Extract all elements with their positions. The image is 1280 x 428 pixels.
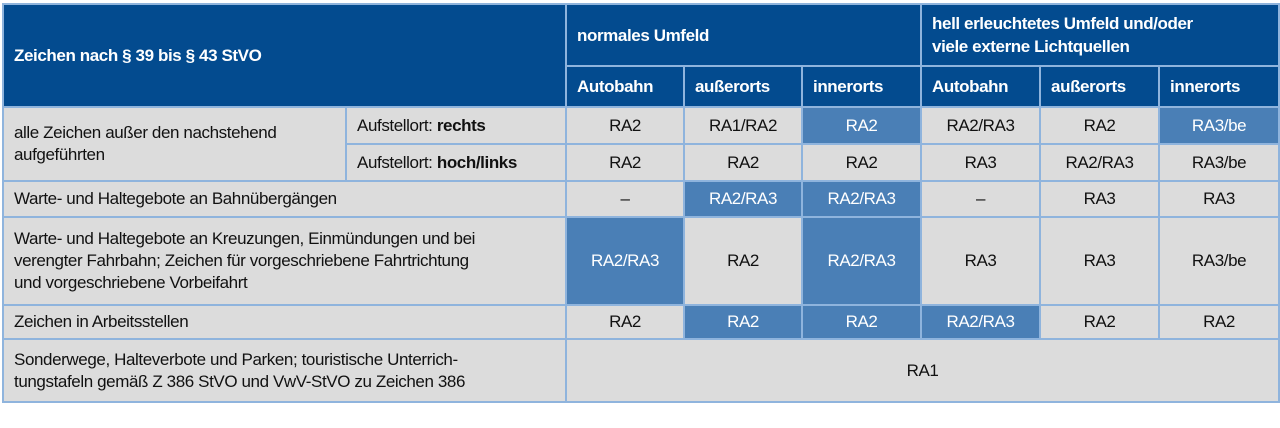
table-cell: RA2 [565, 304, 685, 340]
table-cell: RA2 [800, 304, 923, 340]
table-cell: RA2/RA3 [800, 180, 923, 218]
table-row: alle Zeichen außer den nachstehend aufge… [2, 106, 1280, 182]
table-cell: RA2 [1158, 304, 1280, 340]
table-cell: RA2 [683, 143, 803, 182]
table-cell: – [920, 180, 1042, 218]
row-label: Zeichen in Arbeitsstellen [2, 304, 567, 340]
table-row: Warte- und Haltegebote an Kreuzungen, Ei… [2, 216, 1280, 306]
table-cell: RA1/RA2 [683, 106, 803, 145]
row-label: alle Zeichen außer den nachstehend aufge… [2, 106, 347, 182]
column-header: innerorts [800, 65, 923, 108]
column-header: außerorts [683, 65, 803, 108]
table-title: Zeichen nach § 39 bis § 43 StVO [2, 3, 567, 108]
table-cell: RA3/be [1158, 106, 1280, 145]
table-cell: RA3 [1158, 180, 1280, 218]
table-cell: RA3/be [1158, 143, 1280, 182]
table-cell: RA3/be [1158, 216, 1280, 306]
row-label: Warte- und Haltegebote an Kreuzungen, Ei… [2, 216, 567, 306]
table-cell: RA3 [920, 216, 1042, 306]
table-cell: RA2 [683, 304, 803, 340]
table-cell: RA2/RA3 [920, 106, 1042, 145]
mounting-prefix: Aufstellort: [357, 115, 437, 135]
mounting-label: Aufstellort: hoch/links [345, 143, 567, 182]
table-cell: – [565, 180, 685, 218]
mounting-position: rechts [436, 115, 486, 135]
column-header: Autobahn [920, 65, 1042, 108]
table-row: Zeichen in Arbeitsstellen RA2 RA2 RA2 RA2/RA… [2, 304, 1280, 340]
table-cell: RA2/RA3 [683, 180, 803, 218]
sign-retroreflection-table: Zeichen nach § 39 bis § 43 StVO normales… [2, 3, 1280, 403]
group-header-bright: hell erleuchtetes Umfeld und/oder viele … [920, 3, 1280, 67]
table-cell: RA3 [1039, 180, 1161, 218]
column-header: Autobahn [565, 65, 685, 108]
table-cell: RA1 [564, 338, 1280, 403]
mounting-label: Aufstellort: rechts [345, 106, 567, 145]
table-cell: RA2 [683, 216, 803, 306]
column-header: außerorts [1039, 65, 1161, 108]
row-label: Sonderwege, Halteverbote und Parken; tou… [2, 338, 567, 403]
table-row: Aufstellort: hoch/links RA2 RA2 RA2 RA3 RA2/R… [3, 143, 1280, 182]
group-header-normal: normales Umfeld [564, 3, 923, 67]
column-header: innerorts [1158, 65, 1280, 108]
table-cell: RA2/RA3 [920, 304, 1042, 340]
table-row: Sonderwege, Halteverbote und Parken; tou… [2, 338, 1280, 403]
table-cell: RA2 [565, 143, 685, 182]
table-cell: RA2/RA3 [1039, 143, 1161, 182]
table-cell: RA2/RA3 [565, 216, 685, 306]
table-cell: RA2 [1039, 106, 1161, 145]
table-cell: RA2/RA3 [800, 216, 923, 306]
row-label: Warte- und Haltegebote an Bahnübergängen [2, 180, 567, 218]
table-cell: RA2 [565, 106, 685, 145]
table-row: Warte- und Haltegebote an Bahnübergängen… [2, 180, 1280, 218]
table-cell: RA2 [1039, 304, 1161, 340]
table-cell: RA2 [800, 106, 923, 145]
mounting-prefix: Aufstellort: [357, 152, 437, 172]
table-cell: RA3 [1039, 216, 1161, 306]
table-cell: RA3 [920, 143, 1042, 182]
mounting-position: hoch/links [436, 152, 517, 172]
table-cell: RA2 [800, 143, 923, 182]
